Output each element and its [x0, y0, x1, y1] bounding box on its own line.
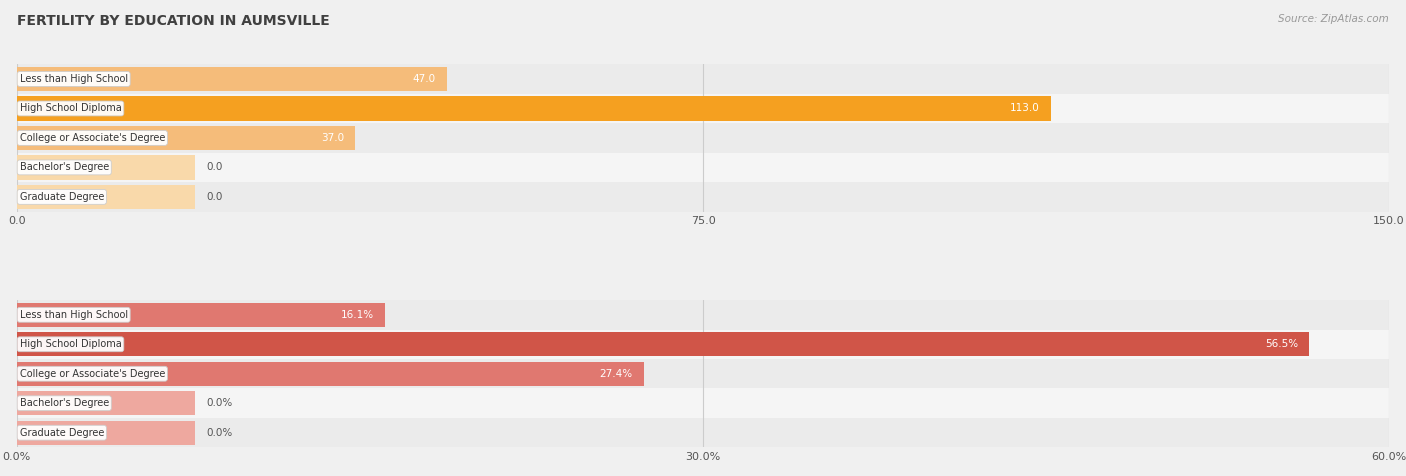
Text: Less than High School: Less than High School	[20, 310, 128, 320]
Text: Less than High School: Less than High School	[20, 74, 128, 84]
Bar	[17, 94, 1389, 123]
Bar	[17, 126, 356, 150]
Bar	[17, 153, 1389, 182]
Bar	[17, 96, 1050, 120]
Text: Bachelor's Degree: Bachelor's Degree	[20, 162, 108, 172]
Bar	[17, 418, 1389, 447]
Bar	[17, 182, 1389, 212]
Text: 16.1%: 16.1%	[342, 310, 374, 320]
Text: Graduate Degree: Graduate Degree	[20, 428, 104, 438]
Bar	[17, 362, 644, 386]
Bar	[17, 67, 447, 91]
Bar	[17, 123, 1389, 153]
Bar	[17, 155, 195, 179]
Text: 0.0%: 0.0%	[207, 398, 232, 408]
Text: College or Associate's Degree: College or Associate's Degree	[20, 133, 165, 143]
Bar	[17, 303, 385, 327]
Text: 56.5%: 56.5%	[1265, 339, 1298, 349]
Bar	[17, 391, 195, 416]
Bar	[17, 300, 1389, 329]
Text: Graduate Degree: Graduate Degree	[20, 192, 104, 202]
Text: High School Diploma: High School Diploma	[20, 103, 121, 113]
Bar	[17, 332, 1309, 357]
Text: College or Associate's Degree: College or Associate's Degree	[20, 369, 165, 379]
Text: 113.0: 113.0	[1010, 103, 1039, 113]
Bar	[17, 64, 1389, 94]
Text: Source: ZipAtlas.com: Source: ZipAtlas.com	[1278, 14, 1389, 24]
Text: High School Diploma: High School Diploma	[20, 339, 121, 349]
Text: 0.0: 0.0	[207, 192, 222, 202]
Text: 0.0: 0.0	[207, 162, 222, 172]
Bar	[17, 329, 1389, 359]
Text: Bachelor's Degree: Bachelor's Degree	[20, 398, 108, 408]
Text: 37.0: 37.0	[321, 133, 344, 143]
Bar	[17, 388, 1389, 418]
Text: 47.0: 47.0	[413, 74, 436, 84]
Bar	[17, 185, 195, 209]
Bar	[17, 421, 195, 445]
Text: 0.0%: 0.0%	[207, 428, 232, 438]
Text: 27.4%: 27.4%	[599, 369, 633, 379]
Bar	[17, 359, 1389, 388]
Text: FERTILITY BY EDUCATION IN AUMSVILLE: FERTILITY BY EDUCATION IN AUMSVILLE	[17, 14, 329, 28]
